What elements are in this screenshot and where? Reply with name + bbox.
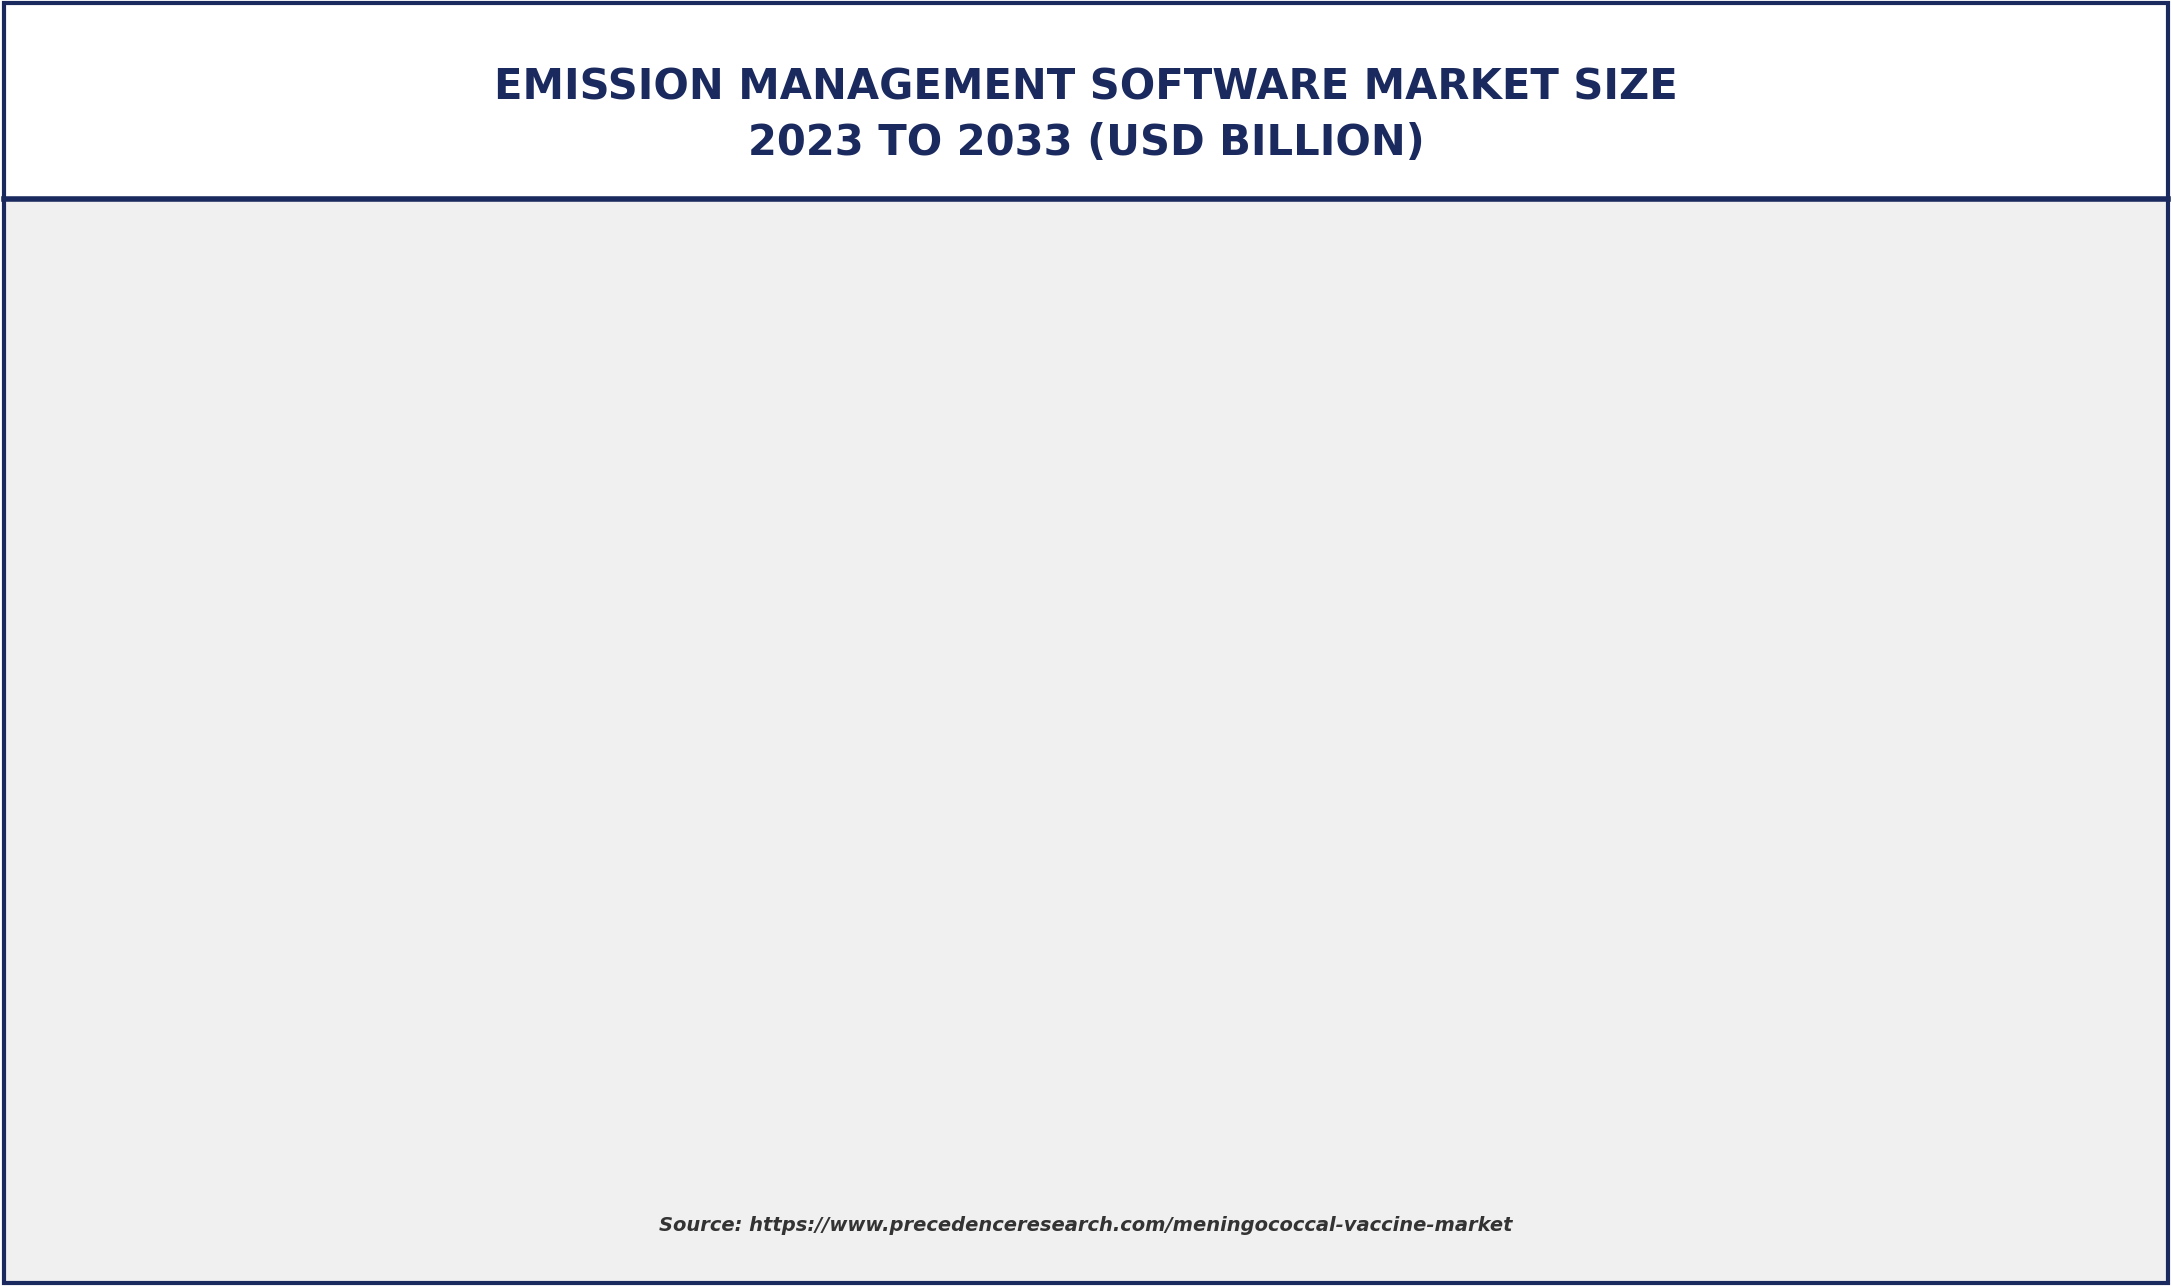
Text: $ 39.07: $ 39.07 xyxy=(1262,697,1347,715)
Text: $ 52.32: $ 52.32 xyxy=(1590,562,1675,581)
Bar xyxy=(54,41,198,108)
Text: EMISSION MANAGEMENT SOFTWARE MARKET SIZE
2023 TO 2033 (USD BILLION): EMISSION MANAGEMENT SOFTWARE MARKET SIZE… xyxy=(493,67,1679,165)
Text: RESEARCH: RESEARCH xyxy=(91,136,161,150)
Text: 2023: 2023 xyxy=(291,1155,350,1174)
Text: 2027: 2027 xyxy=(947,1155,1006,1174)
Bar xyxy=(754,863,871,1119)
Text: 2025: 2025 xyxy=(619,1155,678,1174)
Text: 2026: 2026 xyxy=(784,1155,841,1174)
Text: $ 18.83: $ 18.83 xyxy=(443,903,528,921)
Text: $ 60.55: $ 60.55 xyxy=(1753,478,1838,496)
Text: $ 25.21: $ 25.21 xyxy=(771,837,856,856)
Bar xyxy=(1738,503,1855,1119)
Text: $ 33.76: $ 33.76 xyxy=(1099,751,1182,769)
Text: 2029: 2029 xyxy=(1275,1155,1334,1174)
Bar xyxy=(1900,406,2020,1119)
Text: 2032: 2032 xyxy=(1768,1155,1824,1174)
Text: 2031: 2031 xyxy=(1603,1155,1662,1174)
Bar xyxy=(1410,660,1527,1119)
Text: $ 45.21: $ 45.21 xyxy=(1425,634,1510,653)
Text: 2024: 2024 xyxy=(456,1155,513,1174)
Text: $ 21.79: $ 21.79 xyxy=(606,872,691,891)
Text: Source: https://www.precedenceresearch.com/meningococcal-vaccine-market: Source: https://www.precedenceresearch.c… xyxy=(660,1215,1512,1235)
Bar xyxy=(589,898,708,1119)
Bar xyxy=(1245,721,1364,1119)
Text: 2028: 2028 xyxy=(1112,1155,1169,1174)
Bar xyxy=(1573,586,1692,1119)
Bar xyxy=(426,927,543,1119)
Text: $ 16.27: $ 16.27 xyxy=(278,928,363,948)
Text: 2033: 2033 xyxy=(1931,1155,1990,1174)
Text: PRECEDENCE: PRECEDENCE xyxy=(83,67,169,81)
Text: 2030: 2030 xyxy=(1440,1155,1497,1174)
Bar xyxy=(261,953,380,1119)
Text: $ 29.18: $ 29.18 xyxy=(934,797,1019,817)
Bar xyxy=(1082,775,1199,1119)
Text: $ 70.06: $ 70.06 xyxy=(1918,382,2003,400)
Bar xyxy=(917,822,1036,1119)
Bar xyxy=(54,112,198,176)
